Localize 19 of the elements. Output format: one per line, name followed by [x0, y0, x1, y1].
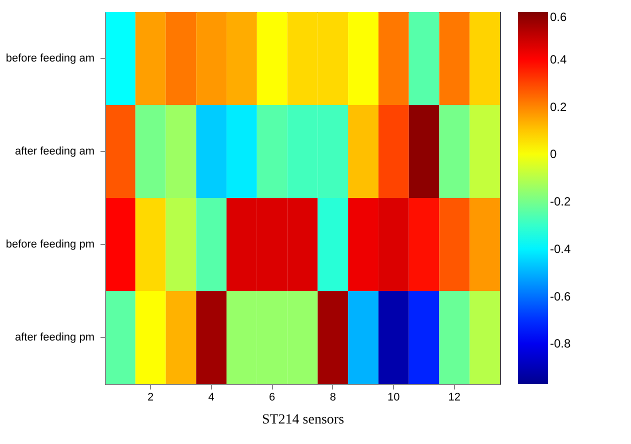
y-tick-label: after feeding pm — [15, 332, 94, 344]
color-bar-label: 0.4 — [550, 52, 568, 66]
x-axis-title: ST214 sensors — [262, 412, 344, 428]
color-bar-label: -0.8 — [550, 336, 572, 351]
color-bar-label: 0 — [550, 147, 557, 162]
color-bar-label: -0.6 — [550, 289, 572, 304]
x-tick-label: 6 — [269, 392, 276, 404]
y-tick-label: before feeding pm — [6, 238, 94, 250]
color-bar-label: 0.2 — [550, 100, 568, 114]
y-tick-label: before feeding am — [6, 52, 94, 64]
x-tick-label: 10 — [388, 392, 400, 404]
x-tick-label: 12 — [448, 392, 461, 404]
color-bar-label: -0.4 — [550, 242, 572, 256]
x-tick-label: 4 — [208, 392, 214, 404]
color-bar-label: -0.2 — [550, 194, 572, 209]
color-bar-label: 0.6 — [550, 10, 568, 24]
y-tick-label: after feeding am — [15, 146, 94, 158]
x-tick-label: 8 — [330, 392, 336, 404]
x-tick-label: 2 — [148, 392, 154, 404]
